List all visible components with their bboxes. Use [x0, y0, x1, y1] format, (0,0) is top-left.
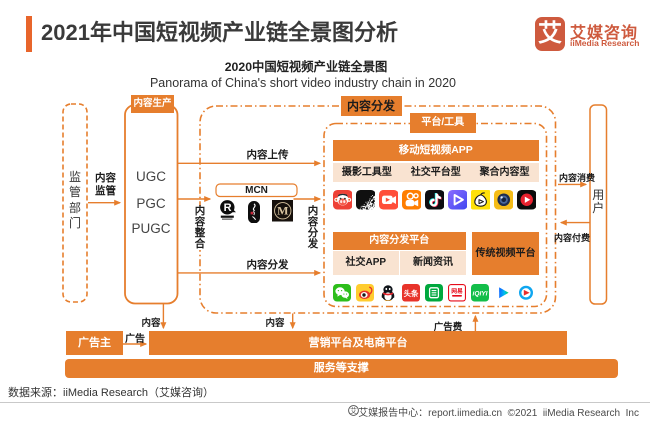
svg-text:网易: 网易: [451, 287, 463, 295]
svg-text:R: R: [224, 202, 232, 214]
svg-text:艾: 艾: [350, 407, 357, 415]
svg-text:iQIYI: iQIYI: [472, 291, 487, 298]
svg-text:头条: 头条: [403, 289, 418, 298]
svg-text:M: M: [277, 204, 288, 218]
